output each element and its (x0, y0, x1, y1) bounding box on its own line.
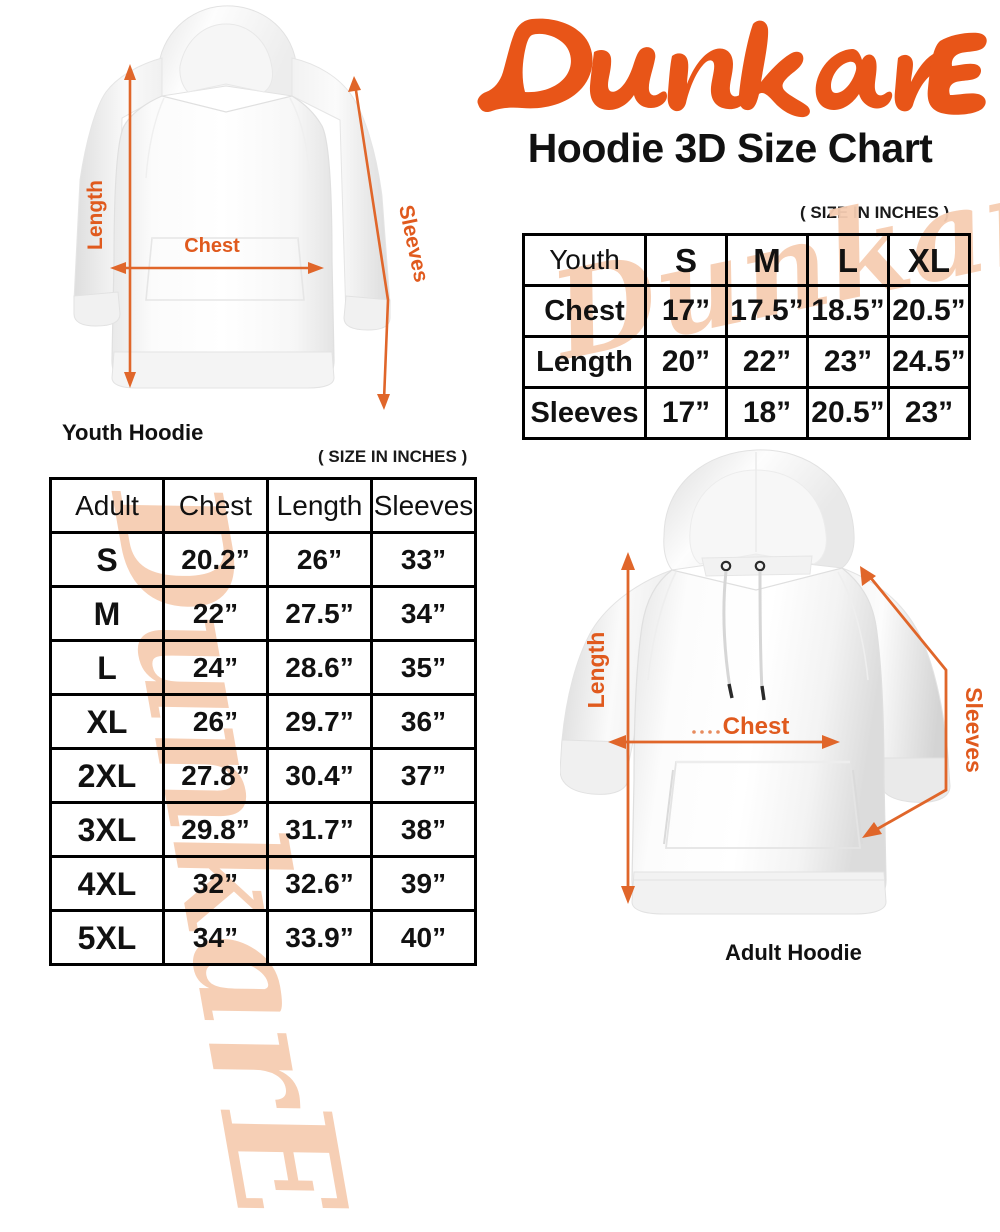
youth-length-s: 20” (644, 335, 728, 389)
table-header-row: Adult Chest Length Sleeves (49, 477, 477, 534)
youth-sleeves-m: 18” (725, 386, 809, 440)
adult-col-sleeves: Sleeves (370, 477, 477, 534)
table-row: M 22” 27.5” 34” (49, 585, 477, 642)
youth-row-length: Length (522, 335, 647, 389)
table-row: S 20.2” 26” 33” (49, 531, 477, 588)
youth-hoodie-illustration: Length Chest Sleeves (40, 0, 470, 440)
youth-chest-m: 17.5” (725, 284, 809, 338)
youth-chest-s: 17” (644, 284, 728, 338)
youth-row-chest: Chest (522, 284, 647, 338)
adult-s-chest: 20.2” (162, 531, 269, 588)
youth-length-xl: 24.5” (887, 335, 971, 389)
adult-chest-label: Chest (723, 713, 790, 740)
adult-3xl-sleeves: 38” (370, 801, 477, 858)
adult-5xl-chest: 34” (162, 909, 269, 966)
adult-hoodie-caption: Adult Hoodie (725, 940, 862, 965)
youth-length-label: Length (84, 180, 107, 250)
adult-corner-label: Adult (49, 477, 165, 534)
adult-hoodie-illustration: Length Chest Sleeves (560, 440, 1000, 960)
youth-col-m: M (725, 233, 809, 287)
adult-l-sleeves: 35” (370, 639, 477, 696)
adult-size-xl: XL (49, 693, 165, 750)
table-row: 2XL 27.8” 30.4” 37” (49, 747, 477, 804)
youth-col-xl: XL (887, 233, 971, 287)
adult-xl-chest: 26” (162, 693, 269, 750)
adult-size-table: Adult Chest Length Sleeves S 20.2” 26” 3… (49, 477, 477, 966)
youth-chest-label: Chest (184, 235, 240, 257)
adult-3xl-chest: 29.8” (162, 801, 269, 858)
youth-row-sleeves: Sleeves (522, 386, 647, 440)
youth-sleeves-s: 17” (644, 386, 728, 440)
adult-5xl-sleeves: 40” (370, 909, 477, 966)
adult-xl-length: 29.7” (266, 693, 373, 750)
adult-l-chest: 24” (162, 639, 269, 696)
youth-sleeves-xl: 23” (887, 386, 971, 440)
brand-logo (470, 8, 990, 128)
adult-size-4xl: 4XL (49, 855, 165, 912)
youth-col-l: L (806, 233, 890, 287)
youth-sleeves-l: 20.5” (806, 386, 890, 440)
youth-chest-xl: 20.5” (887, 284, 971, 338)
adult-col-chest: Chest (162, 477, 269, 534)
youth-length-m: 22” (725, 335, 809, 389)
youth-hoodie-caption: Youth Hoodie (62, 420, 204, 445)
adult-s-length: 26” (266, 531, 373, 588)
table-row: 5XL 34” 33.9” 40” (49, 909, 477, 966)
table-row: 4XL 32” 32.6” 39” (49, 855, 477, 912)
adult-5xl-length: 33.9” (266, 909, 373, 966)
adult-4xl-chest: 32” (162, 855, 269, 912)
adult-size-s: S (49, 531, 165, 588)
adult-units-note: ( SIZE IN INCHES ) (318, 447, 468, 466)
adult-l-length: 28.6” (266, 639, 373, 696)
adult-4xl-length: 32.6” (266, 855, 373, 912)
adult-length-label: Length (583, 632, 609, 709)
youth-sleeves-label: Sleeves (394, 203, 433, 284)
adult-3xl-length: 31.7” (266, 801, 373, 858)
adult-m-sleeves: 34” (370, 585, 477, 642)
adult-size-5xl: 5XL (49, 909, 165, 966)
adult-sleeves-label: Sleeves (961, 687, 987, 773)
adult-size-2xl: 2XL (49, 747, 165, 804)
adult-size-3xl: 3XL (49, 801, 165, 858)
adult-s-sleeves: 33” (370, 531, 477, 588)
page-title: Hoodie 3D Size Chart (527, 125, 933, 171)
table-row: Length 20” 22” 23” 24.5” (522, 335, 971, 389)
adult-m-chest: 22” (162, 585, 269, 642)
table-row: 3XL 29.8” 31.7” 38” (49, 801, 477, 858)
youth-corner-label: Youth (522, 233, 647, 287)
adult-2xl-chest: 27.8” (162, 747, 269, 804)
table-row: L 24” 28.6” 35” (49, 639, 477, 696)
adult-size-l: L (49, 639, 165, 696)
table-row: Chest 17” 17.5” 18.5” 20.5” (522, 284, 971, 338)
adult-4xl-sleeves: 39” (370, 855, 477, 912)
youth-units-note: ( SIZE IN INCHES ) (800, 203, 950, 222)
table-header-row: Youth S M L XL (522, 233, 971, 287)
adult-2xl-length: 30.4” (266, 747, 373, 804)
youth-length-l: 23” (806, 335, 890, 389)
youth-col-s: S (644, 233, 728, 287)
adult-2xl-sleeves: 37” (370, 747, 477, 804)
table-row: Sleeves 17” 18” 20.5” 23” (522, 386, 971, 440)
table-row: XL 26” 29.7” 36” (49, 693, 477, 750)
adult-xl-sleeves: 36” (370, 693, 477, 750)
adult-col-length: Length (266, 477, 373, 534)
youth-chest-l: 18.5” (806, 284, 890, 338)
adult-m-length: 27.5” (266, 585, 373, 642)
youth-size-table: Youth S M L XL Chest 17” 17.5” 18.5” 20.… (522, 233, 971, 440)
adult-size-m: M (49, 585, 165, 642)
